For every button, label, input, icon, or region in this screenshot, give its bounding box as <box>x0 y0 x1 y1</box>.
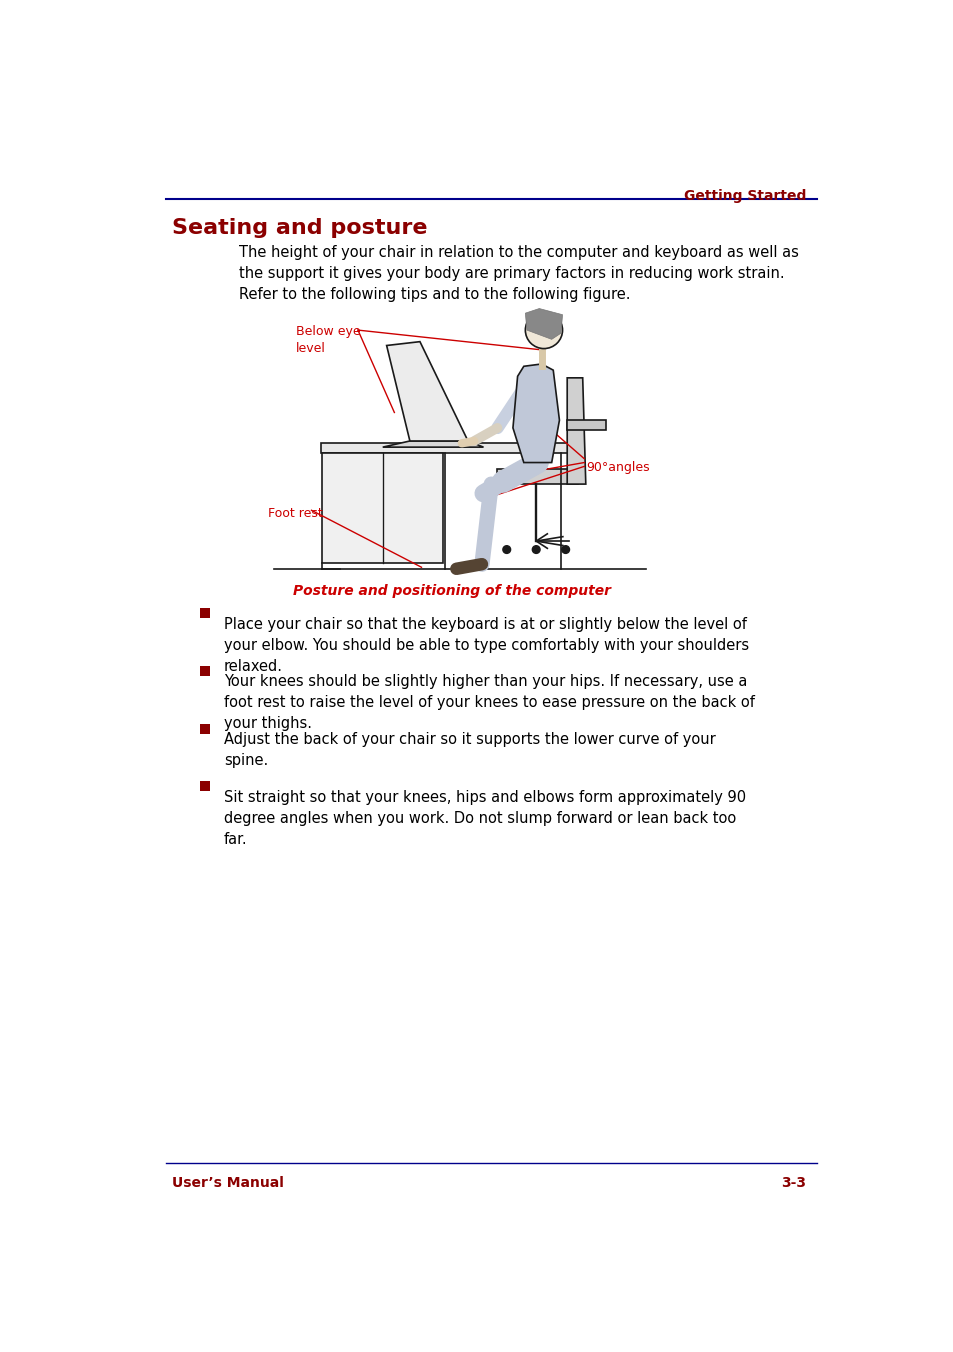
Bar <box>322 453 443 562</box>
Text: Foot rest: Foot rest <box>268 507 322 521</box>
Bar <box>320 443 568 453</box>
Text: Below eye
level: Below eye level <box>295 326 360 356</box>
Polygon shape <box>567 377 585 484</box>
Text: Getting Started: Getting Started <box>682 189 805 203</box>
Text: Sit straight so that your knees, hips and elbows form approximately 90
degree an: Sit straight so that your knees, hips an… <box>224 790 745 846</box>
Bar <box>199 781 210 791</box>
Polygon shape <box>513 364 558 462</box>
Text: Seating and posture: Seating and posture <box>172 218 427 238</box>
Text: The height of your chair in relation to the computer and keyboard as well as
the: The height of your chair in relation to … <box>239 246 799 303</box>
Polygon shape <box>567 420 605 430</box>
Text: Posture and positioning of the computer: Posture and positioning of the computer <box>294 584 611 598</box>
Circle shape <box>525 311 562 349</box>
Circle shape <box>502 546 510 553</box>
Circle shape <box>561 546 569 553</box>
Text: Adjust the back of your chair so it supports the lower curve of your
spine.: Adjust the back of your chair so it supp… <box>224 731 715 768</box>
Text: 90°angles: 90°angles <box>585 461 649 475</box>
Bar <box>199 665 210 676</box>
Bar <box>199 723 210 734</box>
Bar <box>199 608 210 618</box>
Text: User’s Manual: User’s Manual <box>172 1175 284 1190</box>
Text: 3-3: 3-3 <box>781 1175 805 1190</box>
Polygon shape <box>382 441 483 448</box>
Polygon shape <box>525 308 562 339</box>
Circle shape <box>532 546 539 553</box>
Text: Your knees should be slightly higher than your hips. If necessary, use a
foot re: Your knees should be slightly higher tha… <box>224 675 754 731</box>
Polygon shape <box>386 342 468 441</box>
Text: Place your chair so that the keyboard is at or slightly below the level of
your : Place your chair so that the keyboard is… <box>224 617 748 673</box>
Polygon shape <box>497 469 578 484</box>
